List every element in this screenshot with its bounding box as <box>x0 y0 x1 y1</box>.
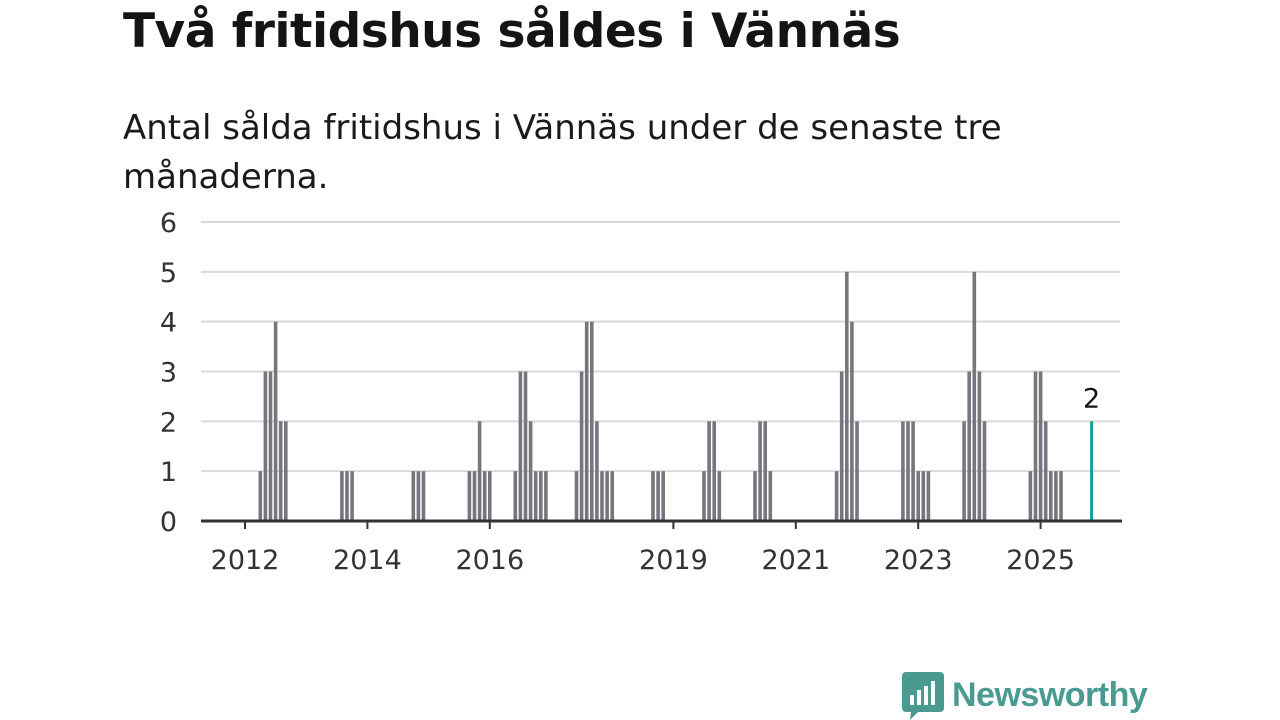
chart-title: Två fritidshus såldes i Vännäs <box>123 4 901 59</box>
bar <box>901 421 905 521</box>
bar <box>518 371 523 521</box>
bar <box>855 421 859 521</box>
bar <box>472 471 477 521</box>
bar <box>768 471 773 521</box>
x-tick-label: 2019 <box>639 545 708 576</box>
bar <box>1059 471 1063 521</box>
y-tick-label: 0 <box>160 507 177 538</box>
bar <box>482 471 487 521</box>
bar <box>477 421 482 521</box>
bar <box>1033 371 1038 521</box>
x-tick-label: 2014 <box>333 545 402 576</box>
bar <box>850 321 854 521</box>
bar <box>350 471 354 521</box>
bar <box>834 471 839 521</box>
bar <box>707 421 711 521</box>
gridlines <box>201 221 1120 473</box>
bar <box>763 421 767 521</box>
bar <box>839 371 844 521</box>
bar <box>523 371 528 521</box>
y-tick-label: 3 <box>160 358 177 389</box>
x-axis-ticks: 2012 2014 2016 2019 2021 2023 2025 <box>211 521 1075 576</box>
x-tick-label: 2016 <box>455 545 524 576</box>
bar <box>982 421 987 521</box>
chart-subtitle: Antal sålda fritidshus i Vännäs under de… <box>123 108 1002 197</box>
bar <box>411 471 416 521</box>
bar <box>278 421 283 521</box>
bar <box>610 471 614 521</box>
bar <box>1043 421 1048 521</box>
logo-text: Newsworthy <box>952 675 1148 714</box>
bar <box>467 471 472 521</box>
bar <box>651 471 655 521</box>
bar <box>1038 371 1043 521</box>
y-tick-label: 4 <box>160 308 177 339</box>
bar <box>926 471 931 521</box>
bar <box>345 471 349 521</box>
x-tick-label: 2021 <box>761 545 830 576</box>
bar <box>1049 471 1053 521</box>
bar <box>544 471 548 521</box>
bars: 2 <box>258 271 1100 521</box>
y-tick-label: 5 <box>160 258 177 289</box>
bar <box>528 421 533 521</box>
bar <box>906 421 910 521</box>
bar <box>712 421 716 521</box>
bar <box>584 321 589 521</box>
bar <box>702 471 706 521</box>
bar <box>656 471 660 521</box>
bar <box>661 471 665 521</box>
x-tick-label: 2025 <box>1006 545 1075 576</box>
bar-highlight <box>1090 421 1094 521</box>
bar <box>539 471 543 521</box>
bar <box>600 471 604 521</box>
bar <box>574 471 579 521</box>
bar <box>513 471 518 521</box>
y-tick-label: 6 <box>160 208 177 239</box>
bar <box>268 371 273 521</box>
bar <box>972 271 977 521</box>
bar <box>258 471 263 521</box>
newsworthy-logo: Newsworthy <box>902 670 1148 720</box>
bar <box>340 471 344 521</box>
bar <box>533 471 538 521</box>
data-label: 2 <box>1083 383 1100 414</box>
bar <box>284 421 288 521</box>
bar <box>488 471 492 521</box>
x-tick-label: 2023 <box>884 545 953 576</box>
bar <box>916 471 920 521</box>
x-tick-label: 2012 <box>211 545 280 576</box>
bar <box>579 371 584 521</box>
bar <box>421 471 426 521</box>
bar <box>263 371 268 521</box>
bar <box>717 471 722 521</box>
bar <box>590 321 594 521</box>
bar <box>605 471 609 521</box>
bar <box>753 471 757 521</box>
y-tick-label: 2 <box>160 407 177 438</box>
bar <box>921 471 926 521</box>
y-axis-ticks: 0 1 2 3 4 5 6 <box>160 208 177 538</box>
bar <box>273 321 278 521</box>
bar <box>962 421 966 521</box>
newsworthy-chart-bubble-icon <box>902 672 944 720</box>
bar <box>1054 471 1058 521</box>
bar <box>911 421 915 521</box>
bar <box>416 471 421 521</box>
bar <box>595 421 599 521</box>
bar <box>845 271 849 521</box>
y-tick-label: 1 <box>160 457 177 488</box>
bar <box>977 371 982 521</box>
bar <box>758 421 762 521</box>
bar <box>967 371 971 521</box>
bar <box>1028 471 1033 521</box>
